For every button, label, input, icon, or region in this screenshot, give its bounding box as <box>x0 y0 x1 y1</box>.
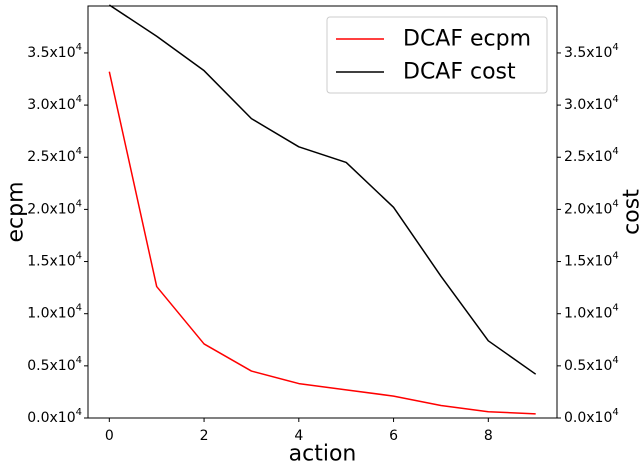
right-y-axis-title: cost <box>620 189 642 235</box>
x-tick-label: 0 <box>105 428 114 444</box>
left-y-axis-title: ecpm <box>4 181 29 242</box>
x-tick-label: 2 <box>200 428 209 444</box>
left-y-axis-ticks: 0.0x104 0.5x104 1.0x104 1.5x104 2.0x104 2.5x1… <box>27 41 88 426</box>
right-y-axis-ticks: 0.0x104 0.5x104 1.0x104 1.5x104 2.0x104 2.5x1… <box>557 41 619 426</box>
right-y-tick-label: 0.0x104 <box>564 407 619 427</box>
right-y-tick-label: 3.0x104 <box>564 94 619 114</box>
right-y-tick-label: 1.5x104 <box>564 250 619 270</box>
x-axis-title: action <box>289 442 357 465</box>
x-tick-label: 8 <box>484 428 493 444</box>
legend-label-cost: DCAF cost <box>403 60 516 85</box>
x-axis-ticks: 0 2 4 6 8 <box>105 418 493 444</box>
left-y-tick-label: 1.5x104 <box>27 250 82 270</box>
left-y-tick-label: 1.0x104 <box>27 302 82 322</box>
plot-area-frame <box>87 5 558 419</box>
right-y-tick-label: 1.0x104 <box>564 302 619 322</box>
legend: DCAF ecpm DCAF cost <box>326 16 548 94</box>
legend-box <box>326 16 548 94</box>
left-y-tick-label: 2.0x104 <box>27 198 82 218</box>
left-y-tick-label: 3.0x104 <box>27 94 82 114</box>
right-y-tick-label: 3.5x104 <box>564 41 619 61</box>
legend-label-ecpm: DCAF ecpm <box>403 27 531 52</box>
left-y-tick-label: 0.5x104 <box>27 354 82 374</box>
left-y-tick-label: 0.0x104 <box>27 407 82 427</box>
series-line-cost <box>108 4 537 375</box>
series-layer <box>108 4 537 415</box>
x-tick-label: 4 <box>294 428 303 444</box>
right-y-tick-label: 0.5x104 <box>564 354 619 374</box>
right-y-tick-label: 2.5x104 <box>564 146 619 166</box>
x-tick-label: 6 <box>389 428 398 444</box>
series-line-ecpm <box>108 71 536 415</box>
right-y-tick-label: 2.0x104 <box>564 198 619 218</box>
left-y-tick-label: 2.5x104 <box>27 146 82 166</box>
left-y-tick-label: 3.5x104 <box>27 41 82 61</box>
